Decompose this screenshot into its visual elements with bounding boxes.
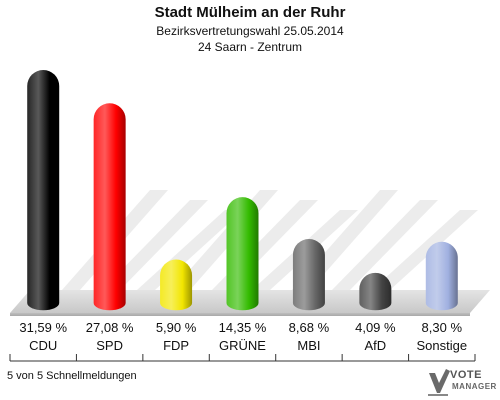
value-label: 27,08 %	[86, 320, 134, 335]
category-labels-group: CDU SPD FDP GRÜNE MBI AfD Sonstige	[29, 338, 467, 353]
category-label: GRÜNE	[219, 338, 266, 353]
chart-title: Stadt Mülheim an der Ruhr	[154, 4, 346, 21]
background-stripe	[332, 200, 438, 290]
logo-line-2: MANAGER	[452, 382, 497, 391]
bars-group	[27, 70, 458, 311]
bar-sonstige	[425, 241, 458, 311]
category-label: SPD	[96, 338, 123, 353]
value-label: 5,90 %	[156, 320, 197, 335]
bar-mbi	[292, 238, 325, 311]
value-label: 4,09 %	[355, 320, 396, 335]
value-label: 8,68 %	[289, 320, 330, 335]
chart-district: 24 Saarn - Zentrum	[197, 40, 303, 54]
chart-subtitle: Bezirksvertretungswahl 25.05.2014	[156, 24, 344, 38]
background-stripe	[372, 210, 478, 290]
value-label: 8,30 %	[422, 320, 463, 335]
reporting-status: 5 von 5 Schnellmeldungen	[7, 370, 137, 382]
bar-spd	[93, 103, 126, 311]
votemanager-logo: VOTE MANAGER	[426, 366, 500, 398]
ballot-check-icon	[428, 369, 450, 396]
bar-afd	[359, 272, 392, 311]
category-label: FDP	[163, 338, 189, 353]
logo-line-1: VOTE	[450, 369, 482, 381]
chart-floor-front	[10, 313, 470, 316]
category-label: CDU	[29, 338, 57, 353]
background-stripe	[102, 200, 208, 290]
bar-fdp	[160, 259, 193, 311]
category-label: AfD	[365, 338, 387, 353]
category-axis	[9, 354, 476, 362]
category-label: Sonstige	[416, 338, 467, 353]
value-label: 31,59 %	[19, 320, 67, 335]
category-label: MBI	[297, 338, 320, 353]
value-label: 14,35 %	[219, 320, 267, 335]
value-labels-group: 31,59 % 27,08 % 5,90 % 14,35 % 8,68 % 4,09 % 8…	[19, 320, 462, 335]
bar-grüne	[226, 197, 259, 311]
bar-cdu	[27, 70, 60, 311]
